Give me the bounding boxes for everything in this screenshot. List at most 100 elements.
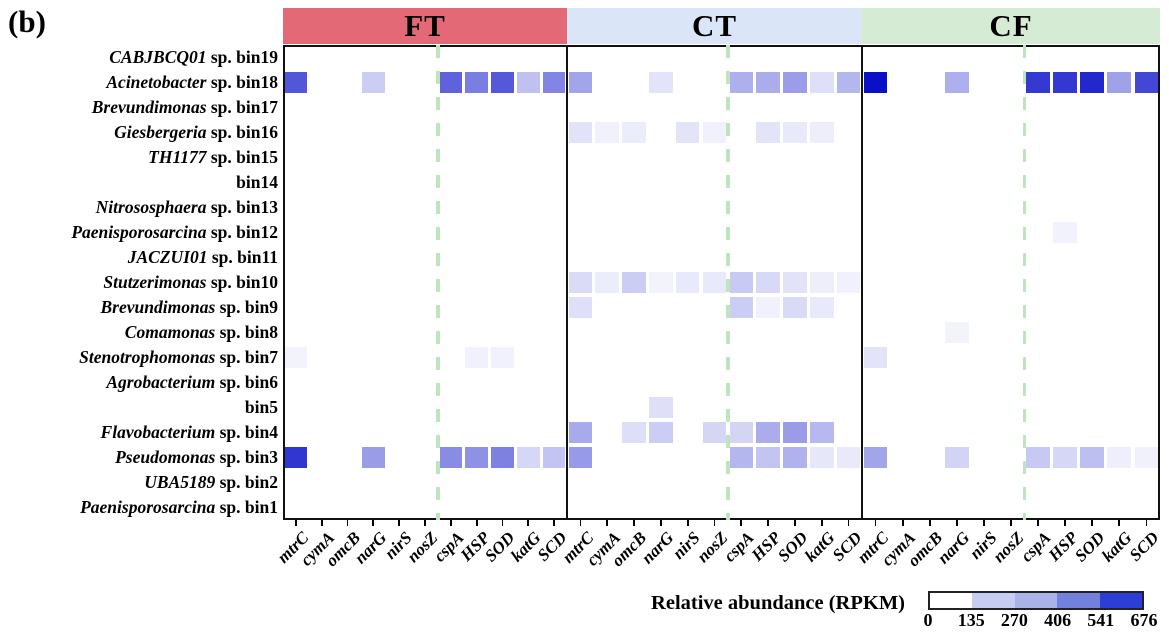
heatmap-cell <box>362 446 385 469</box>
x-axis-tick <box>475 520 478 526</box>
heatmap-cell <box>649 71 673 94</box>
heatmap-cell <box>542 446 566 469</box>
x-axis-tick <box>713 520 716 526</box>
heatmap-cell <box>568 71 593 94</box>
heatmap-cell <box>783 421 807 444</box>
heatmap-cell <box>1080 446 1105 469</box>
row-label: bin5 <box>244 397 278 417</box>
colorbar-tick-label: 541 <box>1087 610 1115 630</box>
heatmap-cell <box>439 446 463 469</box>
heatmap-cell <box>568 121 593 144</box>
x-axis-tick <box>983 520 985 526</box>
row-label: Flavobacterium sp. bin4 <box>100 422 278 442</box>
heatmap-cell <box>729 71 754 94</box>
heatmap-cell <box>1053 446 1078 469</box>
colorbar-segment <box>972 593 1015 608</box>
heatmap-cell <box>622 271 646 294</box>
x-axis-tick <box>633 520 635 526</box>
heatmap-cell <box>465 71 488 94</box>
row-label: bin14 <box>236 172 278 192</box>
row-label-genus: Stenotrophomonas <box>79 347 216 367</box>
group-header-ft: FT <box>283 8 567 44</box>
heatmap-cell <box>1080 71 1105 94</box>
heatmap-cell <box>465 346 488 369</box>
x-axis-tick <box>1145 520 1148 526</box>
group-header-ct: CT <box>567 8 862 44</box>
x-axis-tick <box>579 520 582 526</box>
x-axis-tick <box>1010 520 1012 526</box>
heatmap-cell <box>756 271 780 294</box>
row-label: Agrobacterium sp. bin6 <box>106 372 278 392</box>
row-label-genus: Brevundimonas <box>100 297 216 317</box>
colorbar-tick-label: 406 <box>1044 610 1072 630</box>
x-axis-tick <box>794 520 796 526</box>
gene-group-separator-dashed-line <box>1022 45 1027 520</box>
heatmap-cell <box>284 71 308 94</box>
heatmap-cell <box>675 271 700 294</box>
x-axis-tick <box>767 520 770 526</box>
row-label: Paenisporosarcina sp. bin1 <box>80 497 278 517</box>
x-axis-tick <box>501 520 504 526</box>
heatmap-cell <box>568 421 593 444</box>
heatmap-cell <box>649 421 673 444</box>
heatmap-cell <box>863 71 888 94</box>
row-label-genus: Stutzerimonas <box>103 272 207 292</box>
row-label-genus: UBA5189 <box>144 472 216 492</box>
x-axis-tick <box>686 520 689 526</box>
heatmap-cell <box>863 446 888 469</box>
heatmap-cell <box>836 71 861 94</box>
row-label: Paenisporosarcina sp. bin12 <box>71 222 278 242</box>
row-label: TH1177 sp. bin15 <box>148 147 278 167</box>
colorbar-tick-label: 0 <box>923 610 933 630</box>
heatmap-cell <box>1134 71 1159 94</box>
heatmap-cell <box>362 71 385 94</box>
row-label: Nitrososphaera sp. bin13 <box>95 197 278 217</box>
heatmap-cell <box>1107 446 1132 469</box>
heatmap-cell <box>729 296 754 319</box>
row-label-genus: Paenisporosarcina <box>80 497 216 517</box>
x-axis-tick <box>606 520 609 526</box>
heatmap-cell <box>1026 446 1051 469</box>
heatmap-cell <box>439 71 463 94</box>
heatmap-cell <box>729 446 754 469</box>
heatmap-cell <box>756 71 780 94</box>
heatmap-cell <box>516 446 540 469</box>
heatmap-cell <box>622 121 646 144</box>
heatmap-cell <box>809 296 834 319</box>
colorbar-segment <box>1014 593 1058 608</box>
row-label-genus: Brevundimonas <box>91 97 207 117</box>
x-axis-tick <box>901 520 904 526</box>
group-header-cf: CF <box>862 8 1160 44</box>
x-axis-tick <box>553 520 555 526</box>
heatmap-cell <box>836 446 861 469</box>
heatmap-cell <box>756 421 780 444</box>
x-axis-tick <box>659 520 662 526</box>
x-axis-tick <box>320 520 323 526</box>
figure-panel-label: (b) <box>8 4 46 39</box>
heatmap-cell <box>284 446 308 469</box>
heatmap-cell <box>783 271 807 294</box>
x-axis-tick <box>398 520 401 526</box>
row-label-genus: JACZUI01 <box>127 247 208 267</box>
row-label-genus: CABJBCQ01 <box>109 47 207 67</box>
heatmap-cell <box>649 271 673 294</box>
gene-group-separator-dashed-line <box>436 45 440 520</box>
heatmap-cell <box>756 446 780 469</box>
row-label-genus: Pseudomonas <box>115 447 216 467</box>
colorbar-tick-label: 135 <box>957 610 985 630</box>
x-axis-tick <box>346 520 349 526</box>
x-axis-tick <box>847 520 850 526</box>
heatmap-cell <box>702 271 727 294</box>
heatmap-cell <box>622 421 646 444</box>
heatmap-cell <box>649 396 673 419</box>
heatmap-cell <box>944 71 969 94</box>
heatmap-cell <box>702 121 727 144</box>
heatmap-cell <box>491 446 514 469</box>
row-label-genus: TH1177 <box>148 147 207 167</box>
row-label-genus: Flavobacterium <box>100 422 216 442</box>
row-label-genus: Comamonas <box>124 322 216 342</box>
heatmap-cell <box>568 296 593 319</box>
panel-divider <box>565 45 569 520</box>
heatmap-cell <box>783 446 807 469</box>
row-label: Stenotrophomonas sp. bin7 <box>79 347 278 367</box>
